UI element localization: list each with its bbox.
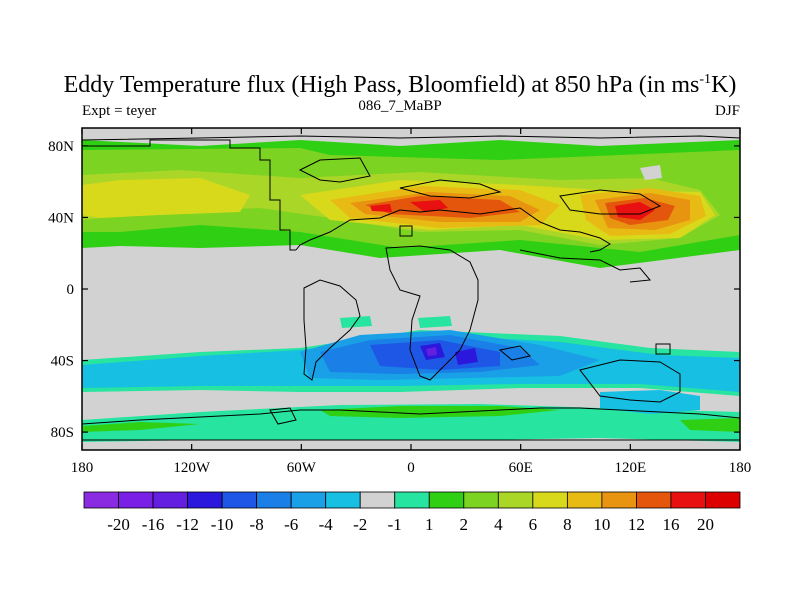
colorbar-swatch: [428, 491, 465, 509]
colorbar-label: -12: [176, 515, 199, 534]
colorbar-swatch: [118, 491, 154, 509]
antarctic-band-2c: [680, 418, 740, 432]
y-tick-label: 40S: [51, 354, 74, 370]
antarctic-band-2: [320, 406, 560, 418]
colorbar-label: -10: [211, 515, 234, 534]
colorbar-swatch: [256, 491, 292, 509]
x-tick-label: 120E: [614, 460, 646, 476]
colorbar-label: 4: [494, 515, 503, 534]
y-tick-label: 0: [67, 282, 75, 298]
map-field: [82, 128, 740, 450]
colorbar-swatch: [83, 491, 119, 509]
y-tick-label: 40N: [48, 210, 74, 226]
x-tick-label: 60W: [287, 460, 317, 476]
colorbar-swatch: [359, 491, 396, 509]
colorbar-label: -4: [319, 515, 334, 534]
north-band-20c: [370, 204, 392, 212]
north-band-20: [615, 202, 655, 220]
antarctic-blue: [600, 390, 700, 414]
y-axis: 80N 40N 0 40S 80S: [48, 139, 740, 441]
y-tick-label: 80S: [51, 425, 74, 441]
coastlines: [82, 135, 740, 441]
colorbar-swatch: [463, 491, 499, 509]
colorbar-label: -16: [142, 515, 165, 534]
arctic-pocket: [82, 128, 740, 146]
chart-title: Eddy Temperature flux (High Pass, Bloomf…: [64, 72, 737, 98]
colorbar-label: -2: [353, 515, 367, 534]
x-tick-label: 180: [729, 460, 752, 476]
colorbar-swatch: [152, 491, 188, 509]
colorbar-swatch: [670, 491, 706, 509]
colorbar-swatch: [187, 491, 223, 509]
colorbar-swatch: [290, 491, 327, 509]
south-band-12: [426, 347, 437, 356]
colorbar-label: 12: [628, 515, 645, 534]
colorbar-swatch: [601, 491, 637, 509]
south-patch-2: [418, 316, 452, 328]
north-band-8: [82, 178, 250, 218]
colorbar-label: 16: [662, 515, 679, 534]
south-band-10b: [455, 348, 478, 365]
colorbar-label: -1: [388, 515, 402, 534]
antarctic-band-2b: [82, 422, 200, 432]
colorbar-label: 1: [425, 515, 434, 534]
colorbar-label: 20: [697, 515, 714, 534]
colorbar-label: 10: [593, 515, 610, 534]
colorbar-label: 6: [529, 515, 538, 534]
colorbar-swatch: [705, 491, 741, 509]
experiment-label: Expt = teyer: [82, 103, 156, 119]
run-label: 086_7_MaBP: [358, 98, 441, 114]
x-axis: 180 120W 60W 0 60E 120E 180: [71, 128, 752, 476]
x-tick-label: 60E: [509, 460, 533, 476]
colorbar-swatch: [394, 491, 430, 509]
colorbar-swatch: [325, 491, 361, 509]
colorbar-label: -20: [107, 515, 130, 534]
colorbar: -20 -16 -12 -10 -8 -6 -4 -2 -1 1 2 4 6 8 10 12 16 20: [83, 491, 741, 534]
y-tick-label: 80N: [48, 139, 74, 155]
colorbar-swatch: [221, 491, 258, 509]
season-label: DJF: [715, 103, 740, 119]
x-tick-label: 120W: [173, 460, 211, 476]
x-tick-label: 0: [407, 460, 415, 476]
colorbar-label: -6: [284, 515, 298, 534]
x-tick-label: 180: [71, 460, 94, 476]
colorbar-swatch: [532, 491, 568, 509]
arctic-pocket-2: [640, 165, 662, 180]
colorbar-swatch: [636, 491, 672, 509]
north-band-20b: [410, 200, 448, 212]
colorbar-swatch: [497, 491, 534, 509]
colorbar-label: 8: [563, 515, 572, 534]
colorbar-label: -8: [250, 515, 264, 534]
colorbar-swatch: [566, 491, 603, 509]
antarctic-band-1: [82, 404, 740, 442]
colorbar-label: 2: [460, 515, 469, 534]
